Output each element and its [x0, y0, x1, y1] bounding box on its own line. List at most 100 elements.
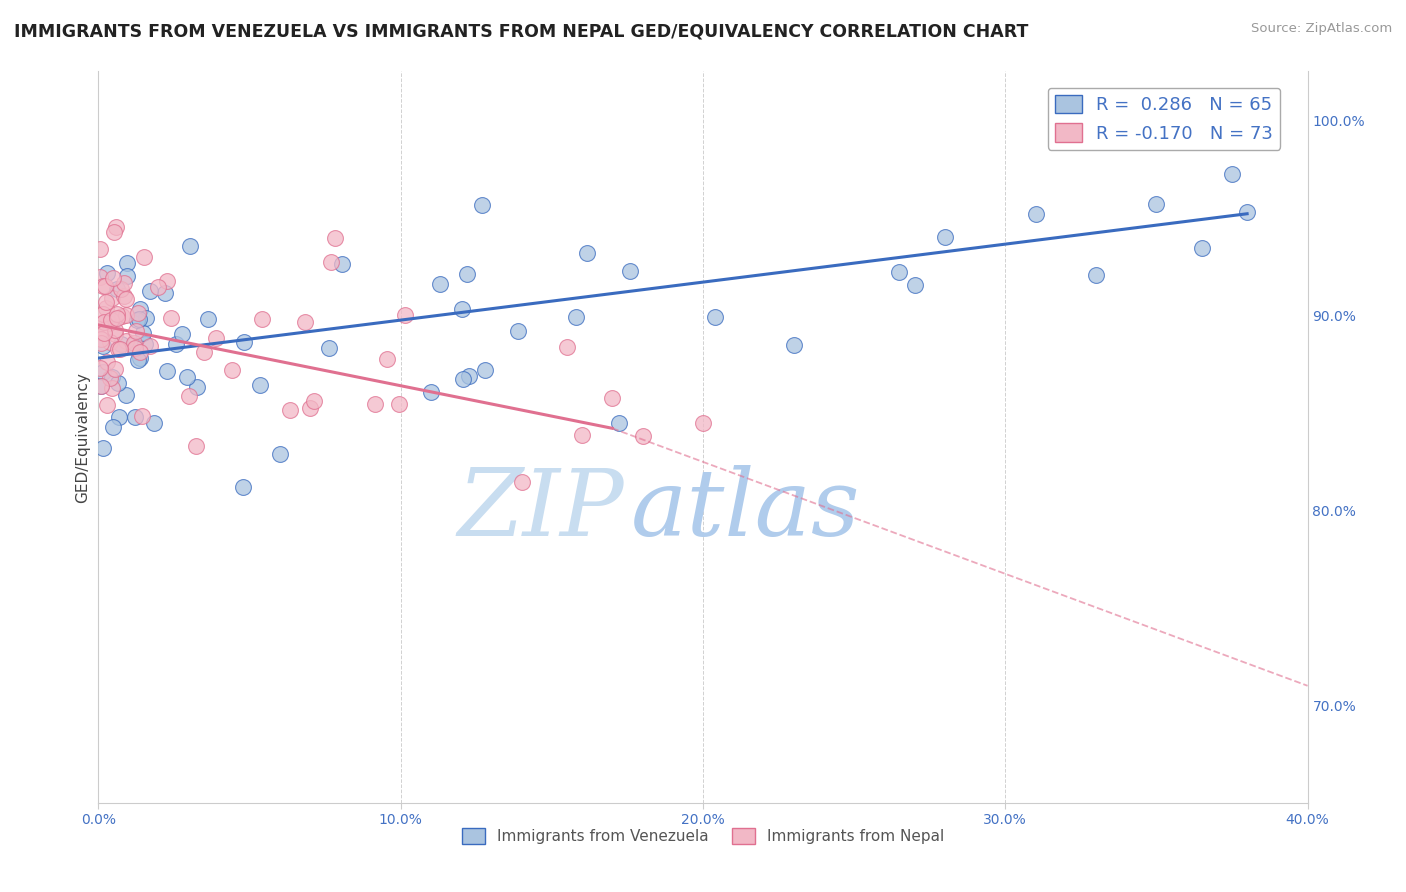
Text: Source: ZipAtlas.com: Source: ZipAtlas.com [1251, 22, 1392, 36]
Point [364, 397, 387, 411]
Point [101, 271, 124, 285]
Point [1024, 207, 1046, 221]
Point [115, 308, 138, 322]
Point [115, 269, 138, 284]
Point [451, 372, 474, 386]
Point [934, 229, 956, 244]
Legend: Immigrants from Venezuela, Immigrants from Nepal: Immigrants from Venezuela, Immigrants fr… [456, 822, 950, 850]
Point [325, 230, 347, 244]
Point [134, 250, 156, 264]
Point [89, 361, 111, 376]
Point [89, 270, 111, 285]
Point [127, 306, 149, 320]
Point [90, 378, 112, 392]
Point [278, 403, 301, 417]
Text: atlas: atlas [630, 466, 860, 555]
Point [94, 278, 117, 293]
Text: ZIP: ZIP [458, 466, 624, 555]
Point [160, 310, 183, 325]
Point [107, 343, 129, 357]
Point [103, 225, 125, 239]
Point [117, 256, 139, 270]
Point [129, 351, 152, 366]
Point [252, 312, 274, 326]
Point [104, 362, 127, 376]
Point [429, 277, 451, 292]
Point [783, 338, 806, 352]
Point [96, 398, 118, 412]
Point [302, 394, 325, 409]
Point [450, 301, 472, 316]
Point [330, 257, 353, 271]
Point [112, 288, 135, 302]
Point [93, 315, 115, 329]
Point [508, 324, 530, 338]
Point [602, 391, 624, 405]
Point [115, 388, 138, 402]
Point [128, 311, 150, 326]
Point [100, 381, 122, 395]
Point [156, 274, 179, 288]
Point [108, 410, 131, 425]
Point [91, 279, 114, 293]
Point [90, 335, 112, 350]
Point [135, 310, 157, 325]
Point [131, 409, 153, 423]
Point [142, 417, 165, 431]
Point [576, 246, 599, 260]
Point [104, 327, 127, 342]
Point [165, 337, 187, 351]
Point [111, 309, 134, 323]
Point [456, 267, 478, 281]
Point [197, 312, 219, 326]
Point [101, 369, 124, 384]
Point [619, 263, 641, 277]
Point [474, 363, 496, 377]
Point [1220, 167, 1243, 181]
Point [89, 325, 111, 339]
Point [96, 266, 118, 280]
Point [100, 291, 122, 305]
Point [186, 380, 208, 394]
Point [471, 198, 494, 212]
Point [1191, 241, 1213, 255]
Point [204, 331, 226, 345]
Point [232, 480, 254, 494]
Point [90, 379, 112, 393]
Point [692, 416, 714, 430]
Point [89, 317, 111, 331]
Point [103, 312, 125, 326]
Point [129, 345, 152, 359]
Point [91, 307, 114, 321]
Point [457, 368, 479, 383]
Point [105, 219, 128, 234]
Point [249, 377, 271, 392]
Point [704, 310, 727, 325]
Point [388, 397, 411, 411]
Point [91, 442, 114, 456]
Point [100, 313, 122, 327]
Point [607, 417, 630, 431]
Point [124, 409, 146, 424]
Point [93, 326, 115, 340]
Point [269, 447, 291, 461]
Point [125, 313, 148, 327]
Text: IMMIGRANTS FROM VENEZUELA VS IMMIGRANTS FROM NEPAL GED/EQUIVALENCY CORRELATION C: IMMIGRANTS FROM VENEZUELA VS IMMIGRANTS … [14, 22, 1028, 40]
Point [172, 326, 194, 341]
Point [156, 364, 179, 378]
Point [571, 428, 593, 442]
Point [105, 282, 128, 296]
Point [110, 282, 132, 296]
Point [394, 309, 416, 323]
Point [114, 334, 136, 348]
Point [91, 365, 114, 379]
Point [1085, 268, 1108, 283]
Point [105, 311, 128, 326]
Point [139, 339, 162, 353]
Point [176, 370, 198, 384]
Point [110, 337, 132, 351]
Point [125, 324, 148, 338]
Point [1146, 197, 1168, 211]
Point [97, 316, 120, 330]
Point [904, 277, 927, 292]
